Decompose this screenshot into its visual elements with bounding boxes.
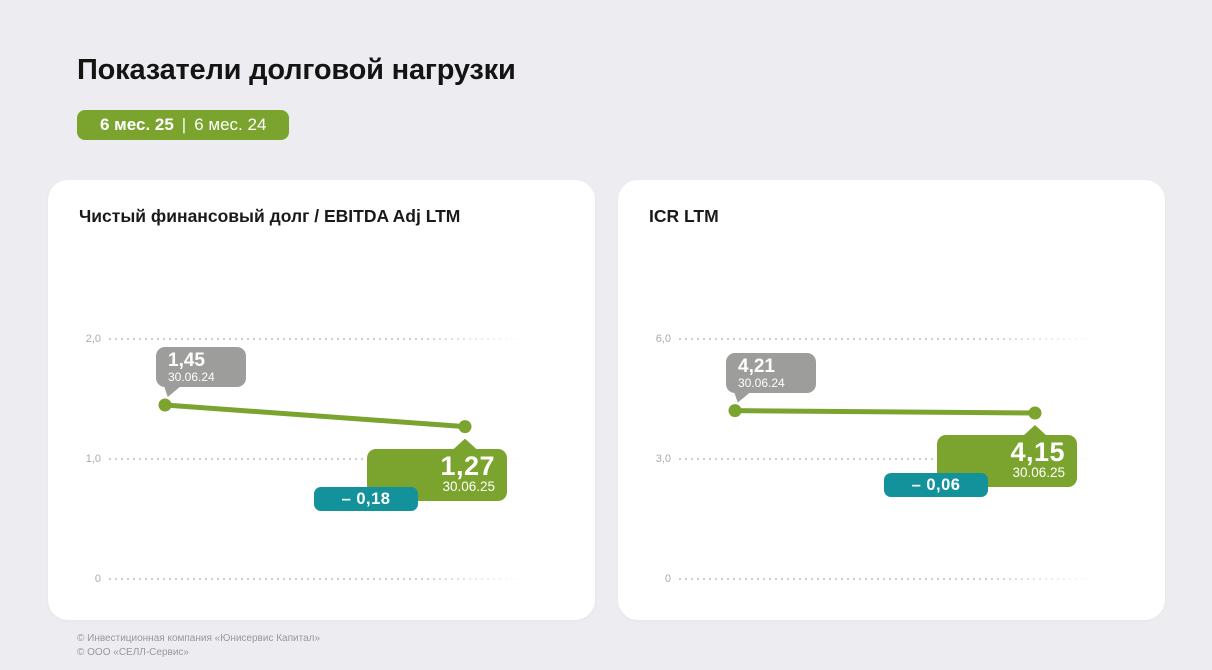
- gridline-row: 0: [48, 572, 595, 586]
- y-tick-label: 1,0: [85, 453, 101, 465]
- gridline-dotted: [679, 458, 1105, 460]
- period-current: 6 мес. 25: [100, 115, 174, 134]
- tooltip-tail-icon: [164, 386, 181, 397]
- period-separator: |: [181, 115, 187, 134]
- page-title: Показатели долговой нагрузки: [77, 54, 516, 86]
- data-point-dot: [1028, 406, 1042, 420]
- trend-line: [158, 398, 472, 434]
- data-point-dot: [158, 398, 172, 412]
- chart-card-icr: ICR LTM 4,21 30.06.24 4,15 30.06.25 – 0,…: [618, 180, 1165, 620]
- gridline-dotted: [679, 338, 1105, 340]
- tooltip-tail-icon: [1023, 425, 1047, 436]
- tooltip-tail-icon: [453, 438, 477, 450]
- chart-title: ICR LTM: [649, 206, 719, 226]
- gridline-dotted: [109, 338, 535, 340]
- line-chart-icr: 4,21 30.06.24 4,15 30.06.25 – 0,06 6,0 3,…: [618, 330, 1165, 620]
- tooltip-tail-icon: [734, 391, 751, 403]
- copyright-line-2: © ООО «СЕЛЛ-Сервис»: [77, 647, 189, 658]
- end-value: 1,27: [440, 450, 495, 481]
- gridline-row: 3,0: [618, 452, 1165, 466]
- chart-title: Чистый финансовый долг / EBITDA Adj LTM: [79, 206, 461, 226]
- start-value-tooltip: 1,45 30.06.24: [156, 347, 246, 397]
- gridline-dotted: [109, 458, 535, 460]
- delta-badge: – 0,06: [884, 473, 988, 497]
- start-value: 1,45: [168, 350, 205, 371]
- line-chart-net-debt-ebitda: 1,45 30.06.24 1,27 30.06.25 – 0,18 2,0 1,…: [48, 330, 595, 620]
- data-point-dot: [728, 404, 742, 418]
- data-point-dot: [458, 420, 472, 434]
- period-previous: 6 мес. 24: [194, 115, 267, 134]
- y-tick-label: 3,0: [655, 453, 671, 465]
- y-tick-label: 0: [94, 573, 101, 585]
- end-value-tooltip: 4,15 30.06.25: [937, 425, 1077, 487]
- copyright-line-1: © Инвестиционная компания «Юнисервис Кап…: [77, 633, 321, 644]
- chart-card-net-debt-ebitda: Чистый финансовый долг / EBITDA Adj LTM …: [48, 180, 595, 620]
- gridline-row: 6,0: [618, 332, 1165, 346]
- trend-line: [728, 404, 1042, 420]
- start-value-tooltip: 4,21 30.06.24: [726, 352, 816, 403]
- gridline-row: 2,0: [48, 332, 595, 346]
- end-date: 30.06.25: [442, 478, 495, 494]
- start-date: 30.06.24: [738, 375, 785, 390]
- start-value: 4,21: [738, 355, 775, 377]
- y-tick-label: 6,0: [655, 333, 671, 345]
- gridline-row: 0: [618, 572, 1165, 586]
- start-date: 30.06.24: [168, 370, 215, 384]
- end-date: 30.06.25: [1012, 465, 1065, 480]
- gridline-row: 1,0: [48, 452, 595, 466]
- period-badge: 6 мес. 25 | 6 мес. 24: [77, 110, 290, 140]
- gridline-dotted: [679, 578, 1105, 580]
- end-value: 4,15: [1010, 437, 1065, 467]
- copyright-footer: © Инвестиционная компания «Юнисервис Кап…: [77, 632, 320, 660]
- delta-badge: – 0,18: [314, 486, 418, 511]
- gridline-dotted: [109, 578, 535, 580]
- y-tick-label: 2,0: [85, 333, 101, 345]
- y-tick-label: 0: [664, 573, 671, 585]
